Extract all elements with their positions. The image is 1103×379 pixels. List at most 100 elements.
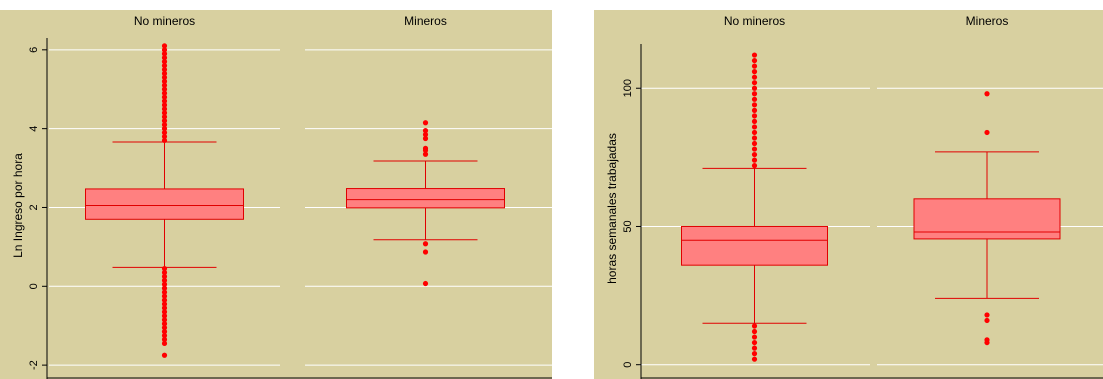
outlier-point — [751, 69, 758, 75]
iqr-box — [85, 188, 244, 220]
outlier-point — [751, 328, 758, 335]
income-boxplot-chart: -2 0 2 4 6 Ln Ingreso por hora No mineros Miner… — [0, 10, 552, 379]
outlier-point — [751, 351, 758, 357]
outlier-point — [422, 128, 429, 134]
outlier-point — [161, 285, 168, 291]
outlier-point — [161, 133, 168, 140]
outlier-point — [161, 106, 168, 112]
outlier-point — [422, 280, 429, 287]
outlier-point — [751, 118, 758, 125]
outlier-point — [984, 91, 990, 97]
outlier-point — [422, 151, 429, 157]
outlier-point — [161, 78, 168, 84]
outlier-point — [751, 129, 758, 136]
outlier-point — [422, 147, 429, 153]
outlier-point — [161, 269, 168, 276]
outlier-point — [161, 102, 168, 108]
outlier-point — [751, 140, 758, 147]
panel-title: Mineros — [966, 14, 1009, 28]
outlier-point — [161, 94, 168, 100]
outlier-point — [422, 241, 429, 247]
outlier-point — [751, 124, 758, 130]
outlier-point — [984, 339, 990, 346]
outlier-point — [161, 281, 168, 287]
outlier-point — [161, 70, 168, 77]
outlier-point — [422, 131, 429, 138]
y-tick-label: 50 — [622, 220, 634, 232]
outlier-point — [751, 91, 758, 97]
outlier-point — [161, 43, 168, 49]
outlier-point — [751, 96, 758, 102]
outlier-point — [984, 312, 990, 318]
outlier-point — [751, 52, 758, 58]
outlier-point — [161, 313, 168, 319]
panel-title: No mineros — [134, 14, 195, 28]
outlier-point — [751, 339, 758, 346]
outlier-point — [161, 98, 168, 104]
outlier-point — [751, 151, 758, 158]
outlier-point — [161, 340, 168, 347]
outlier-point — [161, 309, 168, 315]
iqr-box — [346, 188, 505, 209]
outlier-point — [751, 157, 758, 163]
hours-boxplot-chart: 0 50 100 horas semanales trabajadas No miner… — [594, 10, 1103, 379]
y-tick-label: 4 — [28, 126, 40, 132]
iqr-box — [913, 198, 1061, 240]
outlier-point — [161, 74, 168, 81]
y-tick-label: 2 — [28, 204, 40, 210]
outlier-point — [161, 110, 168, 116]
y-tick-label: 6 — [28, 47, 40, 53]
outlier-point — [161, 62, 168, 69]
y-tick-label: 0 — [28, 283, 40, 289]
outlier-point — [984, 129, 990, 136]
outlier-point — [161, 352, 168, 358]
outlier-point — [161, 47, 168, 53]
outlier-point — [751, 63, 758, 69]
outlier-point — [161, 293, 168, 299]
iqr-box — [681, 225, 828, 266]
outlier-point — [161, 321, 168, 327]
outlier-point — [751, 323, 758, 329]
y-axis-label: Ln Ingreso por hora — [11, 153, 25, 258]
outlier-point — [751, 102, 758, 108]
outlier-point — [751, 345, 758, 351]
y-tick-label: -2 — [28, 360, 40, 370]
outlier-point — [161, 301, 168, 307]
outlier-point — [161, 59, 168, 65]
outlier-point — [161, 55, 168, 61]
outlier-point — [751, 356, 758, 362]
outlier-point — [751, 135, 758, 141]
outlier-point — [751, 163, 758, 169]
outlier-point — [161, 66, 168, 73]
outlier-point — [161, 86, 168, 92]
outlier-point — [161, 297, 168, 303]
outlier-point — [422, 249, 429, 255]
outlier-point — [161, 265, 168, 272]
outlier-point — [751, 334, 758, 340]
outlier-point — [161, 51, 168, 57]
outlier-point — [161, 277, 168, 283]
outlier-point — [751, 107, 758, 113]
outlier-point — [161, 325, 168, 331]
outlier-point — [422, 120, 429, 126]
outlier-point — [161, 126, 168, 132]
outlier-point — [751, 57, 758, 64]
outlier-point — [751, 85, 758, 91]
outlier-point — [161, 289, 168, 295]
outlier-point — [161, 129, 168, 136]
outlier-point — [161, 329, 168, 335]
outlier-point — [161, 90, 168, 96]
outlier-point — [751, 146, 758, 152]
outlier-point — [161, 122, 168, 128]
outlier-point — [984, 317, 990, 324]
y-tick-label: 0 — [622, 362, 634, 368]
y-tick-label: 100 — [622, 79, 634, 97]
outlier-point — [422, 135, 429, 142]
outlier-point — [161, 332, 168, 339]
outlier-point — [751, 74, 758, 80]
outlier-point — [751, 80, 758, 86]
outlier-point — [161, 118, 168, 124]
outlier-point — [751, 113, 758, 119]
y-axis-label: horas semanales trabajadas — [605, 133, 619, 284]
